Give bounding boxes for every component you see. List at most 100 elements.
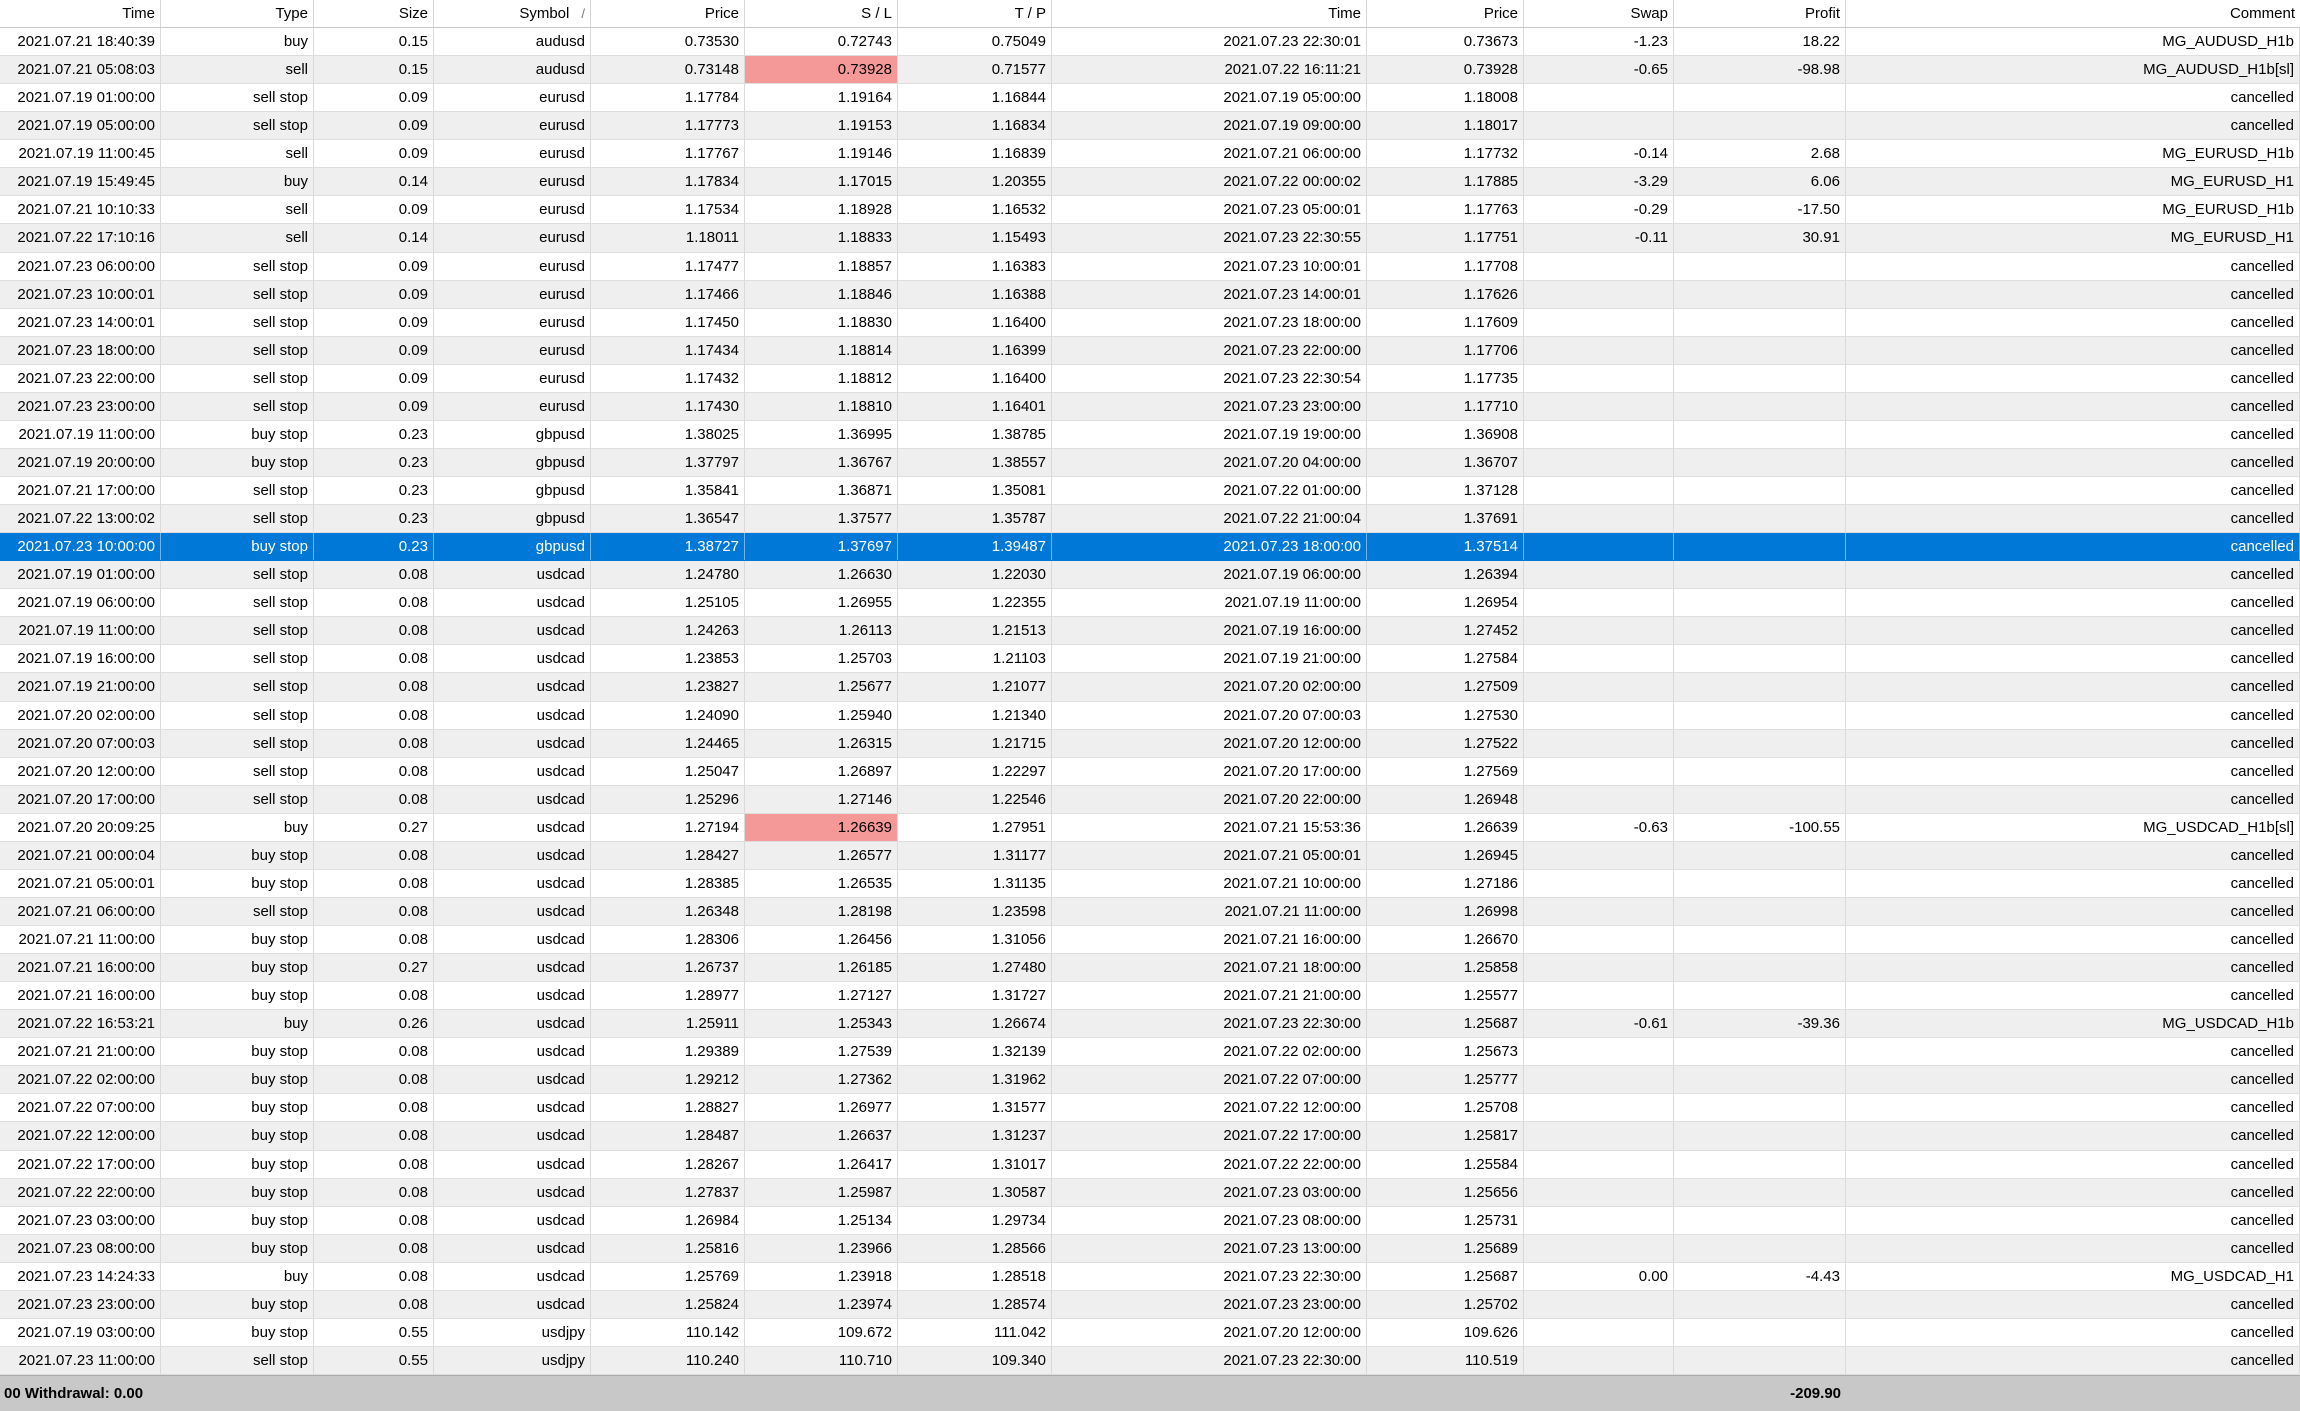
table-row[interactable]: 2021.07.19 03:00:00 buy stop 0.55 usdjpy 110… — [0, 1318, 2300, 1347]
cell-sl: 1.26639 — [745, 813, 898, 841]
column-header-close_price[interactable]: Price — [1367, 0, 1524, 27]
table-row[interactable]: 2021.07.22 17:10:16 sell 0.14 eurusd 1.18011… — [0, 224, 2300, 253]
cell-size: 0.08 — [314, 1150, 434, 1178]
table-row[interactable]: 2021.07.22 22:00:00 buy stop 0.08 usdcad 1.2… — [0, 1178, 2300, 1207]
cell-type: buy — [161, 28, 314, 56]
table-row[interactable]: 2021.07.23 10:00:01 sell stop 0.09 eurusd 1.… — [0, 280, 2300, 309]
cell-swap: -0.63 — [1524, 813, 1674, 841]
table-row[interactable]: 2021.07.23 08:00:00 buy stop 0.08 usdcad 1.2… — [0, 1234, 2300, 1263]
cell-close_time: 2021.07.21 05:00:01 — [1052, 841, 1367, 869]
cell-close_price: 1.27522 — [1367, 729, 1524, 757]
table-row[interactable]: 2021.07.21 21:00:00 buy stop 0.08 usdcad 1.2… — [0, 1038, 2300, 1067]
table-row[interactable]: 2021.07.19 06:00:00 sell stop 0.08 usdcad 1.… — [0, 589, 2300, 618]
cell-close_price: 1.26670 — [1367, 926, 1524, 954]
table-row[interactable]: 2021.07.22 17:00:00 buy stop 0.08 usdcad 1.2… — [0, 1150, 2300, 1179]
table-row[interactable]: 2021.07.21 18:40:39 buy 0.15 audusd 0.73530 0… — [0, 28, 2300, 57]
cell-price: 1.23853 — [591, 645, 745, 673]
cell-time: 2021.07.22 16:53:21 — [0, 1010, 161, 1038]
column-header-symbol[interactable]: Symbol / — [434, 0, 591, 27]
cell-tp: 1.16844 — [898, 84, 1052, 112]
column-header-profit[interactable]: Profit — [1674, 0, 1846, 27]
table-row[interactable]: 2021.07.21 05:08:03 sell 0.15 audusd 0.73148… — [0, 56, 2300, 85]
table-row[interactable]: 2021.07.21 10:10:33 sell 0.09 eurusd 1.17534… — [0, 196, 2300, 225]
table-row[interactable]: 2021.07.22 16:53:21 buy 0.26 usdcad 1.25911 1… — [0, 1010, 2300, 1039]
table-row[interactable]: 2021.07.21 16:00:00 buy stop 0.27 usdcad 1.2… — [0, 954, 2300, 983]
table-row[interactable]: 2021.07.22 12:00:00 buy stop 0.08 usdcad 1.2… — [0, 1122, 2300, 1151]
table-row[interactable]: 2021.07.19 15:49:45 buy 0.14 eurusd 1.17834 1… — [0, 168, 2300, 197]
table-row[interactable]: 2021.07.23 18:00:00 sell stop 0.09 eurusd 1.… — [0, 336, 2300, 365]
column-header-close_time[interactable]: Time — [1052, 0, 1367, 27]
table-row[interactable]: 2021.07.19 05:00:00 sell stop 0.09 eurusd 1.… — [0, 112, 2300, 141]
cell-time: 2021.07.19 01:00:00 — [0, 84, 161, 112]
table-row[interactable]: 2021.07.23 14:24:33 buy 0.08 usdcad 1.25769 1… — [0, 1262, 2300, 1291]
table-row[interactable]: 2021.07.23 14:00:01 sell stop 0.09 eurusd 1.… — [0, 308, 2300, 337]
column-header-tp[interactable]: T / P — [898, 0, 1052, 27]
column-header-comment[interactable]: Comment — [1846, 0, 2300, 27]
table-row[interactable]: 2021.07.19 16:00:00 sell stop 0.08 usdcad 1.… — [0, 645, 2300, 674]
table-row[interactable]: 2021.07.19 20:00:00 buy stop 0.23 gbpusd 1.3… — [0, 448, 2300, 477]
cell-comment: cancelled — [1846, 757, 2300, 785]
cell-swap: -1.23 — [1524, 28, 1674, 56]
table-row[interactable]: 2021.07.21 06:00:00 sell stop 0.08 usdcad 1.… — [0, 897, 2300, 926]
table-row[interactable]: 2021.07.23 23:00:00 sell stop 0.09 eurusd 1.… — [0, 392, 2300, 421]
cell-comment: cancelled — [1846, 1346, 2300, 1374]
table-row[interactable]: 2021.07.20 02:00:00 sell stop 0.08 usdcad 1.… — [0, 701, 2300, 730]
column-header-type[interactable]: Type — [161, 0, 314, 27]
table-row[interactable]: 2021.07.20 20:09:25 buy 0.27 usdcad 1.27194 1… — [0, 813, 2300, 842]
cell-comment: cancelled — [1846, 477, 2300, 505]
cell-profit — [1674, 1122, 1846, 1150]
table-row[interactable]: 2021.07.19 11:00:00 buy stop 0.23 gbpusd 1.3… — [0, 420, 2300, 449]
column-header-price[interactable]: Price — [591, 0, 745, 27]
cell-tp: 1.31177 — [898, 841, 1052, 869]
table-row[interactable]: 2021.07.21 16:00:00 buy stop 0.08 usdcad 1.2… — [0, 982, 2300, 1011]
cell-profit — [1674, 308, 1846, 336]
cell-symbol: usdcad — [434, 869, 591, 897]
table-row[interactable]: 2021.07.21 05:00:01 buy stop 0.08 usdcad 1.2… — [0, 869, 2300, 898]
cell-price: 1.17534 — [591, 196, 745, 224]
cell-swap — [1524, 1318, 1674, 1346]
table-row[interactable]: 2021.07.20 07:00:03 sell stop 0.08 usdcad 1.… — [0, 729, 2300, 758]
cell-type: sell stop — [161, 617, 314, 645]
table-row[interactable]: 2021.07.20 12:00:00 sell stop 0.08 usdcad 1.… — [0, 757, 2300, 786]
table-row[interactable]: 2021.07.22 02:00:00 buy stop 0.08 usdcad 1.2… — [0, 1066, 2300, 1095]
table-row[interactable]: 2021.07.23 06:00:00 sell stop 0.09 eurusd 1.… — [0, 252, 2300, 281]
column-header-label: Size — [398, 5, 428, 22]
cell-swap — [1524, 841, 1674, 869]
cell-comment: cancelled — [1846, 1234, 2300, 1262]
table-row[interactable]: 2021.07.19 01:00:00 sell stop 0.09 eurusd 1.… — [0, 84, 2300, 113]
table-row[interactable]: 2021.07.19 21:00:00 sell stop 0.08 usdcad 1.… — [0, 673, 2300, 702]
table-row[interactable]: 2021.07.19 01:00:00 sell stop 0.08 usdcad 1.… — [0, 561, 2300, 590]
table-row[interactable]: 2021.07.23 22:00:00 sell stop 0.09 eurusd 1.… — [0, 364, 2300, 393]
table-row[interactable]: 2021.07.23 23:00:00 buy stop 0.08 usdcad 1.2… — [0, 1290, 2300, 1319]
cell-swap — [1524, 1038, 1674, 1066]
cell-comment: cancelled — [1846, 364, 2300, 392]
table-row[interactable]: 2021.07.19 11:00:00 sell stop 0.08 usdcad 1.… — [0, 617, 2300, 646]
cell-close_price: 1.17763 — [1367, 196, 1524, 224]
table-row[interactable]: 2021.07.21 11:00:00 buy stop 0.08 usdcad 1.2… — [0, 926, 2300, 955]
table-row[interactable]: 2021.07.23 10:00:00 buy stop 0.23 gbpusd 1.3… — [0, 533, 2300, 562]
cell-profit — [1674, 1234, 1846, 1262]
cell-price: 1.25047 — [591, 757, 745, 785]
cell-close_price: 1.27186 — [1367, 869, 1524, 897]
column-header-time[interactable]: Time — [0, 0, 161, 27]
table-row[interactable]: 2021.07.21 00:00:04 buy stop 0.08 usdcad 1.2… — [0, 841, 2300, 870]
cell-close_price: 110.519 — [1367, 1346, 1524, 1374]
cell-price: 1.17784 — [591, 84, 745, 112]
cell-swap — [1524, 982, 1674, 1010]
column-header-swap[interactable]: Swap — [1524, 0, 1674, 27]
cell-size: 0.08 — [314, 841, 434, 869]
table-row[interactable]: 2021.07.21 17:00:00 sell stop 0.23 gbpusd 1.… — [0, 477, 2300, 506]
cell-profit — [1674, 729, 1846, 757]
cell-comment: cancelled — [1846, 448, 2300, 476]
table-row[interactable]: 2021.07.22 07:00:00 buy stop 0.08 usdcad 1.2… — [0, 1094, 2300, 1123]
table-row[interactable]: 2021.07.22 13:00:02 sell stop 0.23 gbpusd 1.… — [0, 505, 2300, 534]
column-header-size[interactable]: Size — [314, 0, 434, 27]
table-row[interactable]: 2021.07.23 11:00:00 sell stop 0.55 usdjpy 11… — [0, 1346, 2300, 1375]
table-row[interactable]: 2021.07.23 03:00:00 buy stop 0.08 usdcad 1.2… — [0, 1206, 2300, 1235]
cell-symbol: eurusd — [434, 252, 591, 280]
column-header-sl[interactable]: S / L — [745, 0, 898, 27]
cell-size: 0.27 — [314, 954, 434, 982]
table-row[interactable]: 2021.07.19 11:00:45 sell 0.09 eurusd 1.17767… — [0, 140, 2300, 169]
cell-tp: 1.16400 — [898, 308, 1052, 336]
table-row[interactable]: 2021.07.20 17:00:00 sell stop 0.08 usdcad 1.… — [0, 785, 2300, 814]
